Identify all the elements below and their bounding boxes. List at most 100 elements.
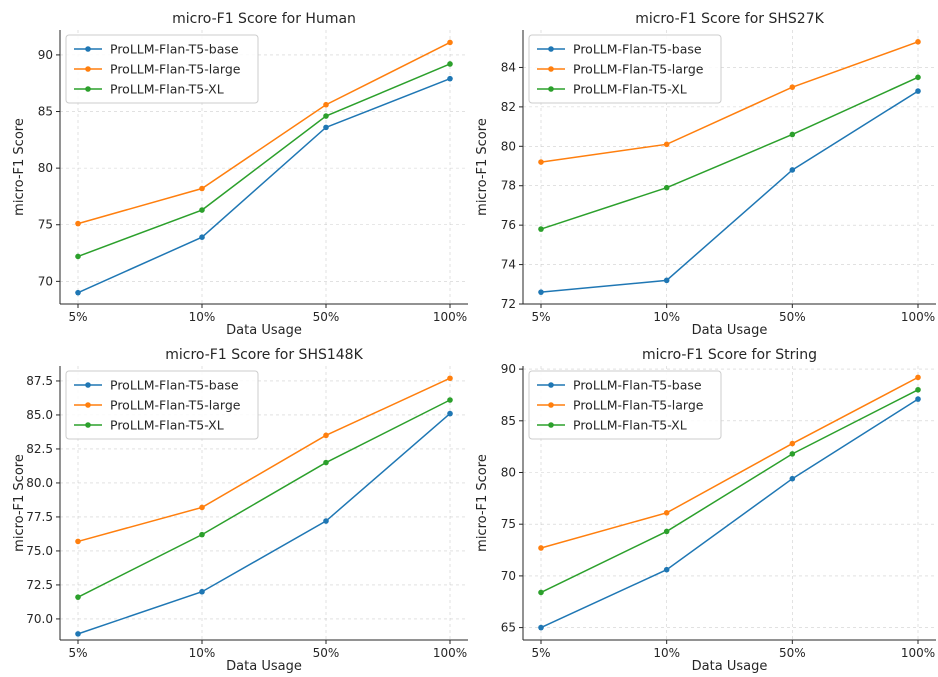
data-point <box>75 220 81 227</box>
data-point <box>323 124 329 131</box>
x-axis-label: Data Usage <box>226 659 302 674</box>
y-tick-label: 70 <box>38 274 53 288</box>
legend-label: ProLLM-Flan-T5-large <box>573 62 704 77</box>
series-line <box>540 376 919 549</box>
data-point <box>199 207 205 213</box>
x-tick-label: 5% <box>68 646 87 660</box>
data-point <box>789 475 796 482</box>
data-point <box>789 84 796 90</box>
x-axis-label: Data Usage <box>692 323 768 338</box>
data-point <box>915 74 921 81</box>
legend-label: ProLLM-Flan-T5-XL <box>573 82 687 97</box>
series-line <box>540 90 919 293</box>
x-tick-label: 50% <box>313 310 340 324</box>
legend-label: ProLLM-Flan-T5-XL <box>110 82 224 97</box>
data-point <box>663 566 670 573</box>
y-tick-label: 90 <box>38 48 53 62</box>
data-point <box>447 39 453 46</box>
y-tick-label: 85.0 <box>26 408 53 422</box>
data-point <box>789 440 796 447</box>
x-tick-label: 5% <box>531 646 550 660</box>
x-axis-label: Data Usage <box>692 659 768 674</box>
y-tick-label: 80 <box>501 139 516 153</box>
legend-marker <box>85 66 91 72</box>
y-tick-label: 72 <box>501 297 516 311</box>
legend-marker <box>548 382 554 388</box>
data-point <box>199 531 205 538</box>
data-point <box>323 432 329 439</box>
x-tick-label: 50% <box>313 646 340 660</box>
data-point <box>323 101 329 108</box>
data-point <box>75 594 81 600</box>
x-tick-label: 100% <box>433 310 467 324</box>
y-tick-label: 77.5 <box>26 510 53 524</box>
data-point <box>447 61 453 67</box>
data-point <box>915 374 921 381</box>
legend-box <box>65 370 259 440</box>
series-line <box>77 63 451 258</box>
legend-marker <box>85 86 91 92</box>
y-tick-label: 75 <box>38 218 53 232</box>
x-tick-label: 50% <box>779 646 806 660</box>
series-line <box>540 398 919 629</box>
chart-panel-3: 70.0 72.5 75.0 77.5 80.0 82.5 85.0 87.5 5% 10% 50%… <box>12 347 468 674</box>
chart-panel-2: 72 74 76 78 80 82 84 5% 10% 50% 100% micro-F1 Score… <box>475 11 936 338</box>
chart-title: micro-F1 Score for Human <box>172 11 356 27</box>
data-point <box>663 184 670 191</box>
data-point <box>447 410 453 417</box>
x-tick-label: 5% <box>531 310 550 324</box>
x-tick-label: 100% <box>433 646 467 660</box>
y-tick-label: 78 <box>501 179 516 193</box>
y-tick-label: 85 <box>38 105 53 119</box>
legend-label: ProLLM-Flan-T5-large <box>573 398 704 413</box>
legend-box <box>65 34 259 104</box>
y-tick-label: 75.0 <box>26 544 53 558</box>
y-tick-label: 85 <box>501 414 516 428</box>
legend-label: ProLLM-Flan-T5-XL <box>573 418 687 433</box>
legend-box <box>528 370 722 440</box>
legend-marker <box>85 402 91 408</box>
legend-marker <box>85 422 91 428</box>
y-tick-label: 70 <box>501 569 516 583</box>
data-point <box>323 459 329 466</box>
y-tick-label: 72.5 <box>26 578 53 592</box>
data-point <box>915 88 921 94</box>
data-point <box>538 159 544 165</box>
data-point <box>538 289 544 295</box>
data-point <box>915 386 921 393</box>
y-tick-label: 82.5 <box>26 442 53 456</box>
y-tick-label: 82 <box>501 100 516 114</box>
data-point <box>447 375 453 382</box>
y-axis-label: micro-F1 Score <box>475 454 490 552</box>
y-tick-label: 74 <box>501 258 516 272</box>
y-tick-label: 90 <box>501 362 516 376</box>
series-line <box>77 377 451 543</box>
x-tick-label: 10% <box>189 310 216 324</box>
y-axis-label: micro-F1 Score <box>12 118 27 216</box>
x-tick-label: 50% <box>779 310 806 324</box>
legend-marker <box>85 382 91 388</box>
chart-title: micro-F1 Score for String <box>642 347 817 363</box>
data-point <box>663 277 670 284</box>
y-tick-label: 65 <box>501 621 516 635</box>
data-point <box>323 518 329 524</box>
x-tick-label: 100% <box>901 310 935 324</box>
legend-label: ProLLM-Flan-T5-large <box>110 62 241 77</box>
data-point <box>199 504 205 511</box>
data-point <box>538 226 544 232</box>
data-point <box>538 589 544 596</box>
data-point <box>915 39 921 45</box>
x-tick-label: 10% <box>653 310 680 324</box>
y-tick-label: 76 <box>501 218 516 232</box>
chart-panel-4: 65 70 75 80 85 90 5% 10% 50% 100% micro-F1 Score f… <box>475 347 936 674</box>
data-point <box>538 545 544 551</box>
y-tick-label: 84 <box>501 60 516 74</box>
series-line <box>77 413 451 635</box>
data-point <box>199 234 205 240</box>
data-point <box>75 631 81 637</box>
legend-label: ProLLM-Flan-T5-base <box>110 378 239 393</box>
legend-box <box>528 34 722 104</box>
data-point <box>789 131 796 138</box>
series-line <box>540 41 919 163</box>
series-line <box>77 399 451 598</box>
